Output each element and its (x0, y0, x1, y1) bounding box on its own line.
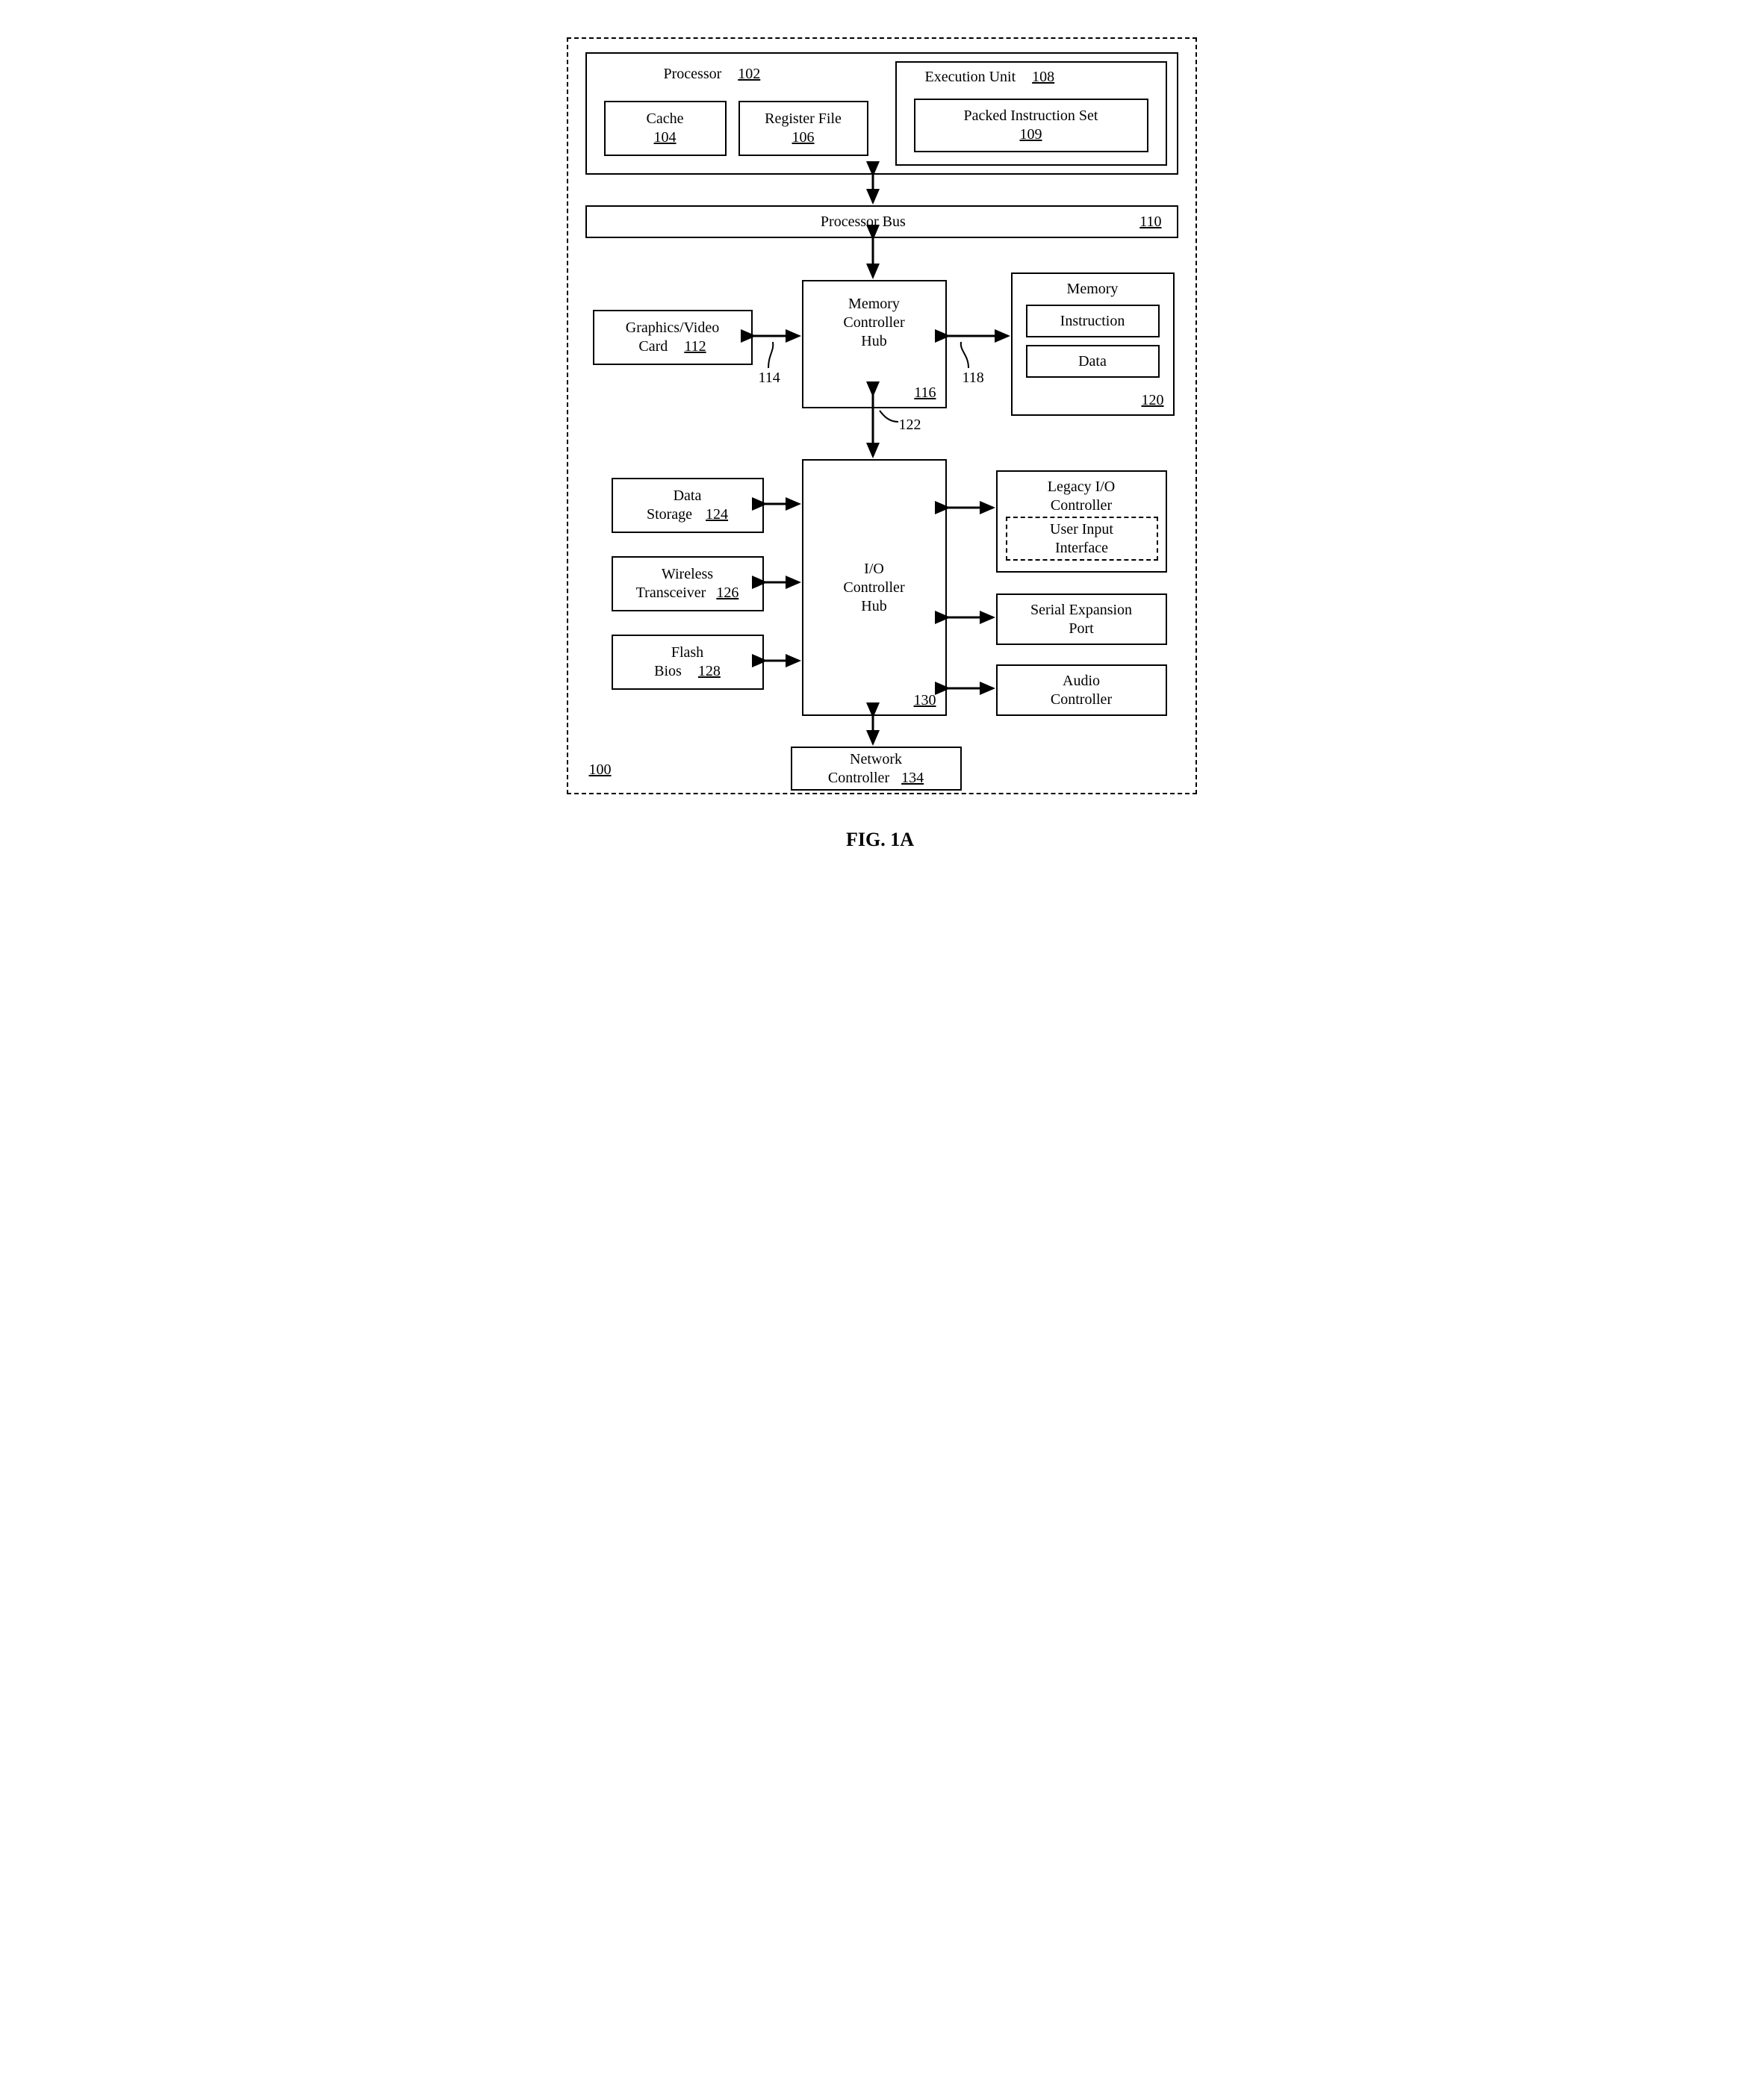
mch-block: Memory Controller Hub 116 (802, 280, 947, 408)
mem-instr: Instruction (1060, 312, 1125, 331)
wl-l2: Transceiver (636, 584, 706, 602)
ui-l2: Interface (1055, 539, 1108, 558)
procbus-label: Processor Bus (587, 213, 1140, 231)
memory-label: Memory (1067, 280, 1119, 299)
processor-ref: 102 (738, 66, 760, 83)
conn-114: 114 (759, 370, 780, 387)
audio-l2: Controller (1051, 691, 1112, 709)
mem-data: Data (1078, 352, 1107, 371)
conn-118: 118 (963, 370, 984, 387)
user-input-block: User Input Interface (1006, 517, 1158, 561)
packed-label: Packed Instruction Set (964, 107, 1098, 125)
legacy-l2: Controller (1051, 496, 1112, 515)
processor-bus-block: Processor Bus 110 (585, 205, 1178, 238)
ich-l1: I/O (864, 560, 884, 579)
ich-ref: 130 (914, 691, 936, 710)
gfx-ref: 112 (684, 337, 706, 356)
wl-l1: Wireless (662, 565, 713, 584)
exec-ref: 108 (1032, 69, 1054, 86)
wireless-block: Wireless Transceiver 126 (612, 556, 764, 611)
memory-block: Memory 120 (1011, 272, 1175, 416)
net-ref: 134 (901, 769, 924, 788)
cache-ref: 104 (654, 128, 677, 147)
fl-l2: Bios (654, 662, 682, 681)
figure-caption: FIG. 1A (30, 829, 1730, 851)
serial-l2: Port (1069, 620, 1093, 638)
flash-block: Flash Bios 128 (612, 635, 764, 690)
regfile-ref: 106 (792, 128, 815, 147)
ds-l1: Data (674, 487, 702, 505)
cache-block: Cache 104 (604, 101, 727, 156)
packed-ref: 109 (1020, 125, 1042, 144)
mch-ref: 116 (914, 384, 936, 402)
network-block: Network Controller 134 (791, 747, 962, 791)
conn-122: 122 (899, 417, 921, 434)
mch-l1: Memory (848, 295, 900, 314)
diagram-canvas: 100 Processor 102 Cache 104 Register Fil… (544, 30, 1216, 821)
wl-ref: 126 (716, 584, 738, 602)
packed-instr-block: Packed Instruction Set 109 (914, 99, 1148, 152)
mch-l2: Controller (843, 314, 904, 332)
fl-ref: 128 (698, 662, 721, 681)
gfx-l2: Card (638, 337, 668, 356)
ds-ref: 124 (706, 505, 728, 524)
cache-label: Cache (647, 110, 684, 128)
memory-instr-block: Instruction (1026, 305, 1160, 337)
gfx-l1: Graphics/Video (626, 319, 719, 337)
legacy-l1: Legacy I/O (1048, 478, 1116, 496)
exec-label: Execution Unit (925, 69, 1016, 86)
procbus-ref: 110 (1139, 213, 1176, 231)
regfile-block: Register File 106 (738, 101, 868, 156)
memory-ref: 120 (1142, 391, 1164, 410)
mch-l3: Hub (861, 332, 886, 351)
data-storage-block: Data Storage 124 (612, 478, 764, 533)
ich-l3: Hub (861, 597, 886, 616)
ich-l2: Controller (843, 579, 904, 597)
audio-block: Audio Controller (996, 664, 1167, 716)
ui-l1: User Input (1050, 520, 1113, 539)
serial-l1: Serial Expansion (1030, 601, 1132, 620)
exec-title: Execution Unit 108 (925, 69, 1142, 86)
processor-title: Processor 102 (664, 66, 828, 83)
serial-port-block: Serial Expansion Port (996, 593, 1167, 645)
graphics-card-block: Graphics/Video Card 112 (593, 310, 753, 365)
system-ref: 100 (589, 761, 612, 779)
fl-l1: Flash (671, 644, 703, 662)
processor-label: Processor (664, 66, 722, 83)
net-l2: Controller (828, 769, 889, 788)
ds-l2: Storage (647, 505, 692, 524)
net-l1: Network (850, 750, 902, 769)
memory-data-block: Data (1026, 345, 1160, 378)
ich-block: I/O Controller Hub 130 (802, 459, 947, 716)
regfile-label: Register File (765, 110, 842, 128)
audio-l1: Audio (1063, 672, 1100, 691)
